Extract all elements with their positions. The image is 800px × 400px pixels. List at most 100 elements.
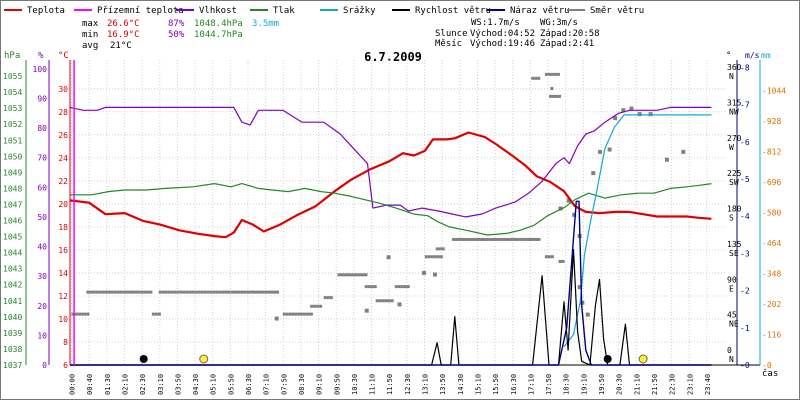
- wind-direction-mark: [182, 290, 186, 294]
- wind-direction-mark: [467, 237, 471, 241]
- x-tick-label: 17:50: [545, 374, 553, 395]
- wind-direction-mark: [664, 157, 669, 162]
- wind-direction-mark: [547, 72, 551, 76]
- ms-tick-label: -7: [740, 101, 750, 110]
- dir-tick-sublabel: NW: [729, 107, 739, 116]
- wind-direction-mark: [98, 290, 102, 294]
- x-tick-label: 00:00: [69, 374, 77, 395]
- x-tick-label: 05:10: [210, 374, 218, 395]
- wind-direction-mark: [358, 273, 362, 277]
- wind-direction-mark: [439, 255, 443, 259]
- wind-direction-mark: [537, 76, 541, 80]
- dir-unit: °: [726, 51, 731, 61]
- dir-tick-label: 360: [727, 63, 742, 72]
- wind-direction-mark: [452, 237, 456, 241]
- hpa-tick-label: 1051: [3, 136, 22, 145]
- wind-direction-mark: [80, 312, 84, 316]
- x-tick-label: 23:10: [686, 374, 694, 395]
- wind-direction-mark: [137, 290, 141, 294]
- wind-direction-mark: [74, 312, 78, 316]
- wind-direction-mark: [436, 255, 440, 259]
- moon-set: Západ:2:41: [540, 39, 594, 49]
- wind-direction-mark: [323, 296, 327, 300]
- wind-direction-mark: [585, 312, 590, 317]
- pct-tick-label: 70: [37, 154, 47, 163]
- wind-direction-mark: [503, 237, 507, 241]
- pct-tick-label: 60: [37, 183, 47, 192]
- x-tick-label: 00:40: [86, 374, 94, 395]
- wind-direction-mark: [176, 290, 180, 294]
- wind-direction-mark: [282, 312, 286, 316]
- wind-direction-mark: [528, 237, 532, 241]
- wind-direction-mark: [352, 273, 356, 277]
- ms-tick-label: -5: [740, 175, 750, 184]
- x-tick-label: 05:50: [227, 374, 235, 395]
- wind-direction-mark: [375, 299, 379, 303]
- dir-tick-sublabel: W: [729, 143, 734, 152]
- wind-direction-mark: [255, 290, 259, 294]
- stat-min-hum: 50%: [168, 30, 185, 40]
- dir-tick-label: 0: [727, 346, 732, 355]
- wind-direction-mark: [154, 312, 158, 316]
- wind-direction-mark: [355, 273, 359, 277]
- x-tick-label: 11:10: [369, 374, 377, 395]
- x-tick-label: 23:40: [704, 374, 712, 395]
- wind-direction-mark: [534, 76, 538, 80]
- legend-prizemni-teplota: Přízemní teplota: [97, 6, 184, 16]
- wind-direction-mark: [161, 290, 165, 294]
- ms-tick-label: -2: [740, 287, 750, 296]
- x-tick-label: 13:50: [439, 374, 447, 395]
- wind-direction-mark: [110, 290, 114, 294]
- wind-direction-mark: [170, 290, 174, 294]
- pct-tick-label: 90: [37, 94, 47, 103]
- mm-tick-label: -0: [762, 361, 772, 370]
- x-tick-label: 15:10: [474, 374, 482, 395]
- mm-tick-label: -580: [762, 209, 781, 218]
- wind-direction-mark: [364, 285, 368, 289]
- x-tick-label: 03:10: [157, 374, 165, 395]
- wind-direction-mark: [512, 237, 516, 241]
- wind-direction-mark: [128, 290, 132, 294]
- wind-direction-mark: [629, 106, 634, 111]
- hpa-tick-label: 1040: [3, 313, 22, 322]
- mm-tick-label: -116: [762, 331, 781, 340]
- mm-tick-label: -202: [762, 300, 781, 309]
- wind-direction-mark: [476, 237, 480, 241]
- wind-direction-mark: [509, 237, 513, 241]
- wind-direction-mark: [209, 290, 213, 294]
- x-tick-label: 16:30: [510, 374, 518, 395]
- wind-direction-mark: [104, 290, 108, 294]
- wind-direction-mark: [473, 237, 477, 241]
- wind-direction-mark: [119, 290, 123, 294]
- wind-direction-mark: [364, 308, 369, 313]
- stat-max-label: max: [82, 19, 99, 29]
- degc-tick-label: 22: [58, 177, 68, 186]
- dir-tick-sublabel: N: [729, 72, 734, 81]
- wind-direction-mark: [167, 290, 171, 294]
- x-tick-label: 20:30: [616, 374, 624, 395]
- x-tick-label: 07:10: [263, 374, 271, 395]
- wind-direction-mark: [433, 255, 437, 259]
- x-tick-label: 21:10: [633, 374, 641, 395]
- wind-direction-mark: [89, 290, 93, 294]
- hpa-tick-label: 1052: [3, 120, 22, 129]
- wind-direction-mark: [231, 290, 235, 294]
- x-tick-label: 21:50: [651, 374, 659, 395]
- wind-direction-mark: [387, 299, 391, 303]
- degc-tick-label: 10: [58, 315, 68, 324]
- mm-tick-label: -464: [762, 239, 781, 248]
- wind-direction-mark: [648, 112, 653, 117]
- wind-direction-mark: [577, 285, 582, 290]
- wind-direction-mark: [349, 273, 353, 277]
- wind-direction-mark: [101, 290, 105, 294]
- ms-tick-label: -0: [740, 361, 750, 370]
- wind-direction-mark: [270, 290, 274, 294]
- wind-direction-mark: [381, 299, 385, 303]
- wind-direction-mark: [681, 149, 686, 154]
- wind-direction-mark: [95, 290, 99, 294]
- degc-unit: °C: [58, 51, 69, 61]
- hpa-tick-label: 1049: [3, 168, 22, 177]
- x-tick-label: 07:50: [280, 374, 288, 395]
- wind-direction-mark: [485, 237, 489, 241]
- wind-direction-mark: [158, 290, 162, 294]
